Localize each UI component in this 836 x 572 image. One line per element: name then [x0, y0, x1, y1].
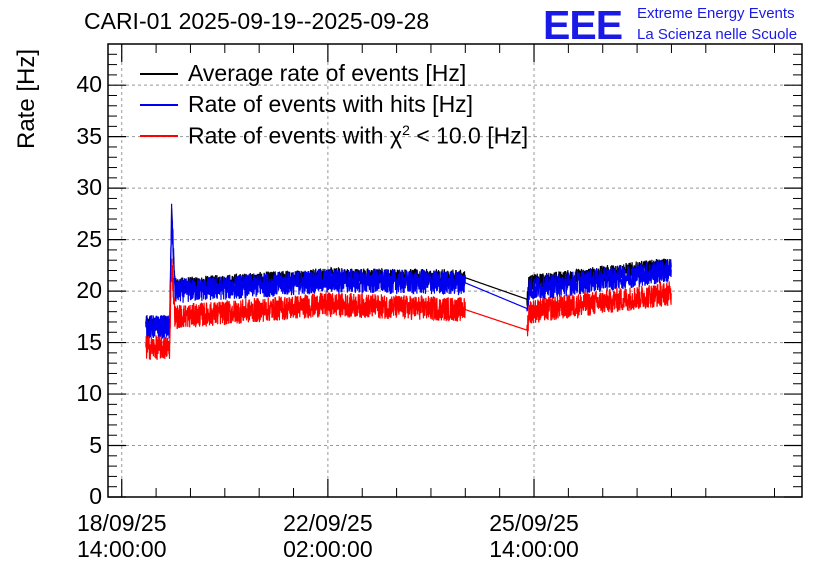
logo-line-2: La Scienza nelle Scuole — [637, 26, 798, 43]
series-line-red — [145, 258, 672, 360]
y-tick-label: 5 — [89, 431, 102, 458]
legend-item-hits: Rate of events with hits [Hz] — [140, 89, 528, 120]
chart-title: CARI-01 2025-09-19--2025-09-28 — [84, 8, 430, 34]
y-axis-label: Rate [Hz] — [13, 48, 40, 149]
legend-label-hits: Rate of events with hits [Hz] — [188, 91, 474, 117]
y-tick-label: 35 — [76, 122, 102, 149]
y-tick-label: 15 — [76, 328, 102, 355]
y-tick-label: 0 — [89, 483, 102, 509]
legend-label-average: Average rate of events [Hz] — [188, 60, 467, 86]
legend: Average rate of events [Hz] Rate of even… — [140, 58, 528, 151]
legend-item-average: Average rate of events [Hz] — [140, 58, 528, 89]
logo-caption: Extreme Energy Events La Scienza nelle S… — [637, 3, 797, 45]
logo-line-1: Extreme Energy Events — [637, 5, 795, 22]
legend-swatch-red — [140, 134, 178, 137]
legend-swatch-black — [140, 72, 178, 75]
x-tick-label: 22/09/25 02:00:00 — [283, 510, 373, 562]
y-tick-label: 20 — [76, 277, 102, 304]
legend-swatch-blue — [140, 103, 178, 106]
y-tick-label: 25 — [76, 225, 102, 252]
series-line-blue — [145, 203, 672, 340]
legend-label-chi2: Rate of events with χ2 < 10.0 [Hz] — [188, 121, 529, 149]
y-tick-label: 10 — [76, 380, 102, 407]
x-tick-label: 18/09/25 14:00:00 — [76, 510, 167, 562]
series-layer — [145, 203, 672, 360]
legend-item-chi2: Rate of events with χ2 < 10.0 [Hz] — [140, 120, 528, 151]
eee-logo: EEE — [543, 2, 623, 48]
x-tick-label: 25/09/25 14:00:00 — [489, 510, 579, 562]
tick-layer — [108, 43, 802, 498]
y-tick-label: 30 — [76, 174, 102, 201]
y-tick-label: 40 — [76, 71, 102, 98]
